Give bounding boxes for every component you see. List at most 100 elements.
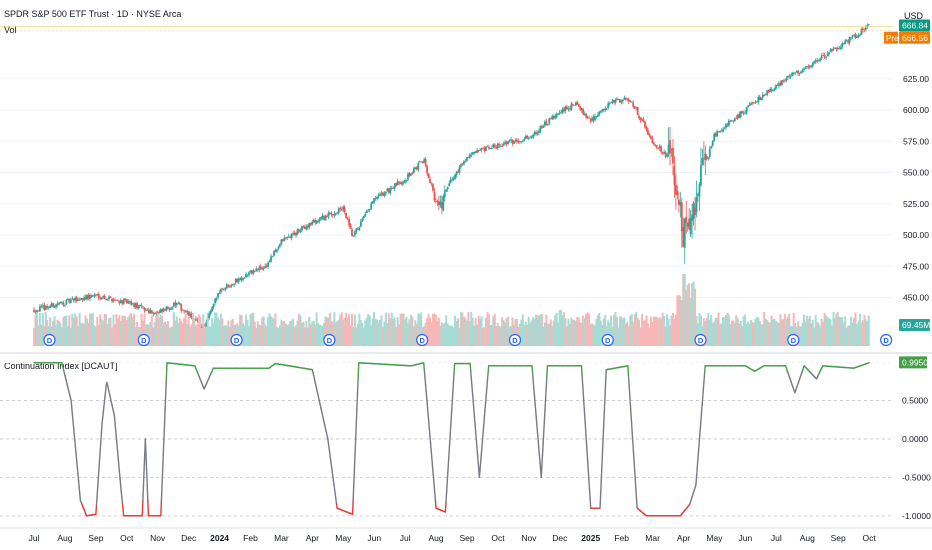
volume-bar xyxy=(671,312,674,346)
candle-body xyxy=(819,57,822,61)
candle-body xyxy=(604,108,607,111)
volume-bar xyxy=(624,323,627,346)
candle-body xyxy=(281,239,284,242)
continuation-index-segment xyxy=(540,465,543,479)
volume-bar xyxy=(40,324,43,346)
candle-body xyxy=(664,152,667,157)
candle-body xyxy=(551,116,554,120)
continuation-index-segment xyxy=(119,477,122,486)
volume-bar xyxy=(646,323,649,346)
volume-bar xyxy=(586,312,589,346)
volume-bar xyxy=(736,317,739,346)
volume-bar xyxy=(595,319,598,346)
candle-body xyxy=(302,226,305,228)
volume-bar xyxy=(134,327,137,346)
volume-bar xyxy=(462,316,465,346)
volume-bar xyxy=(654,316,657,346)
candle-body xyxy=(349,224,352,229)
candle-body xyxy=(589,119,592,121)
volume-bar xyxy=(598,313,601,346)
volume-bar xyxy=(473,325,476,346)
candle-body xyxy=(792,73,795,75)
continuation-index-segment xyxy=(141,499,144,517)
volume-bar xyxy=(816,321,819,346)
volume-bar xyxy=(505,317,508,346)
candle-body xyxy=(124,298,127,300)
continuation-index-segment xyxy=(697,452,700,462)
continuation-index-segment xyxy=(103,400,106,408)
indicator-value-badge-bg xyxy=(899,356,927,369)
time-axis-label: Feb xyxy=(614,533,629,543)
candle-body xyxy=(764,94,767,96)
candle-body xyxy=(52,303,55,308)
time-axis-label: Aug xyxy=(57,533,72,543)
volume-bar xyxy=(813,327,816,346)
volume-bar xyxy=(37,325,40,346)
candle-body xyxy=(330,212,333,215)
candle-body xyxy=(440,202,443,209)
volume-bar xyxy=(165,324,168,346)
candle-body xyxy=(71,298,74,300)
candle-body xyxy=(601,109,604,111)
candle-body xyxy=(91,295,94,297)
candle-body xyxy=(78,299,81,301)
candle-body xyxy=(772,89,774,91)
pre-label: Pre xyxy=(886,34,899,43)
currency-label: USD xyxy=(904,11,924,21)
volume-bar xyxy=(224,324,227,346)
volume-bar xyxy=(206,312,209,346)
candle-body xyxy=(635,107,638,109)
continuation-index-segment xyxy=(329,456,332,463)
volume-bar xyxy=(792,312,795,346)
volume-bar xyxy=(596,314,599,346)
candle-body xyxy=(115,299,118,301)
candle-body xyxy=(386,188,389,191)
candle-body xyxy=(256,269,259,271)
volume-bar xyxy=(465,320,468,346)
continuation-index-segment xyxy=(451,392,454,404)
continuation-index-segment xyxy=(432,471,435,480)
volume-bar xyxy=(555,312,558,346)
volume-bar xyxy=(658,317,661,346)
volume-bar xyxy=(298,313,301,346)
candle-body xyxy=(468,155,471,158)
candle-body xyxy=(669,140,671,154)
candle-body xyxy=(236,278,239,283)
continuation-index-segment xyxy=(161,469,164,486)
volume-bar xyxy=(84,315,87,346)
candle-body xyxy=(639,117,642,121)
volume-bar xyxy=(189,326,192,346)
candle-body xyxy=(162,308,165,312)
candle-body xyxy=(826,53,829,57)
candle-body xyxy=(521,141,524,143)
continuation-index-segment xyxy=(116,449,119,459)
candle-body xyxy=(429,178,431,184)
continuation-index-segment xyxy=(629,403,632,414)
volume-bar xyxy=(356,323,359,346)
last-price-badge: 666.84 xyxy=(902,20,928,30)
continuation-index-segment xyxy=(483,417,486,427)
time-axis-label: Jun xyxy=(367,533,381,543)
candle-body xyxy=(841,43,844,48)
volume-bar xyxy=(563,312,566,346)
volume-bar xyxy=(601,324,604,346)
volume-bar xyxy=(495,326,498,346)
candle-body xyxy=(365,210,368,213)
volume-bar xyxy=(94,327,97,346)
candle-body xyxy=(541,125,543,128)
candle-body xyxy=(725,124,727,128)
candle-body xyxy=(504,141,507,144)
continuation-index-segment xyxy=(588,488,591,500)
candle-body xyxy=(172,302,175,307)
volume-bar xyxy=(159,314,162,346)
volume-bar xyxy=(193,319,196,346)
candle-body xyxy=(121,300,124,304)
volume-bar xyxy=(136,321,139,346)
candle-body xyxy=(474,151,477,154)
volume-bar xyxy=(261,317,264,346)
volume-bar xyxy=(539,314,542,346)
candle-body xyxy=(186,310,189,313)
candle-body xyxy=(143,307,146,311)
candle-body xyxy=(825,56,827,58)
